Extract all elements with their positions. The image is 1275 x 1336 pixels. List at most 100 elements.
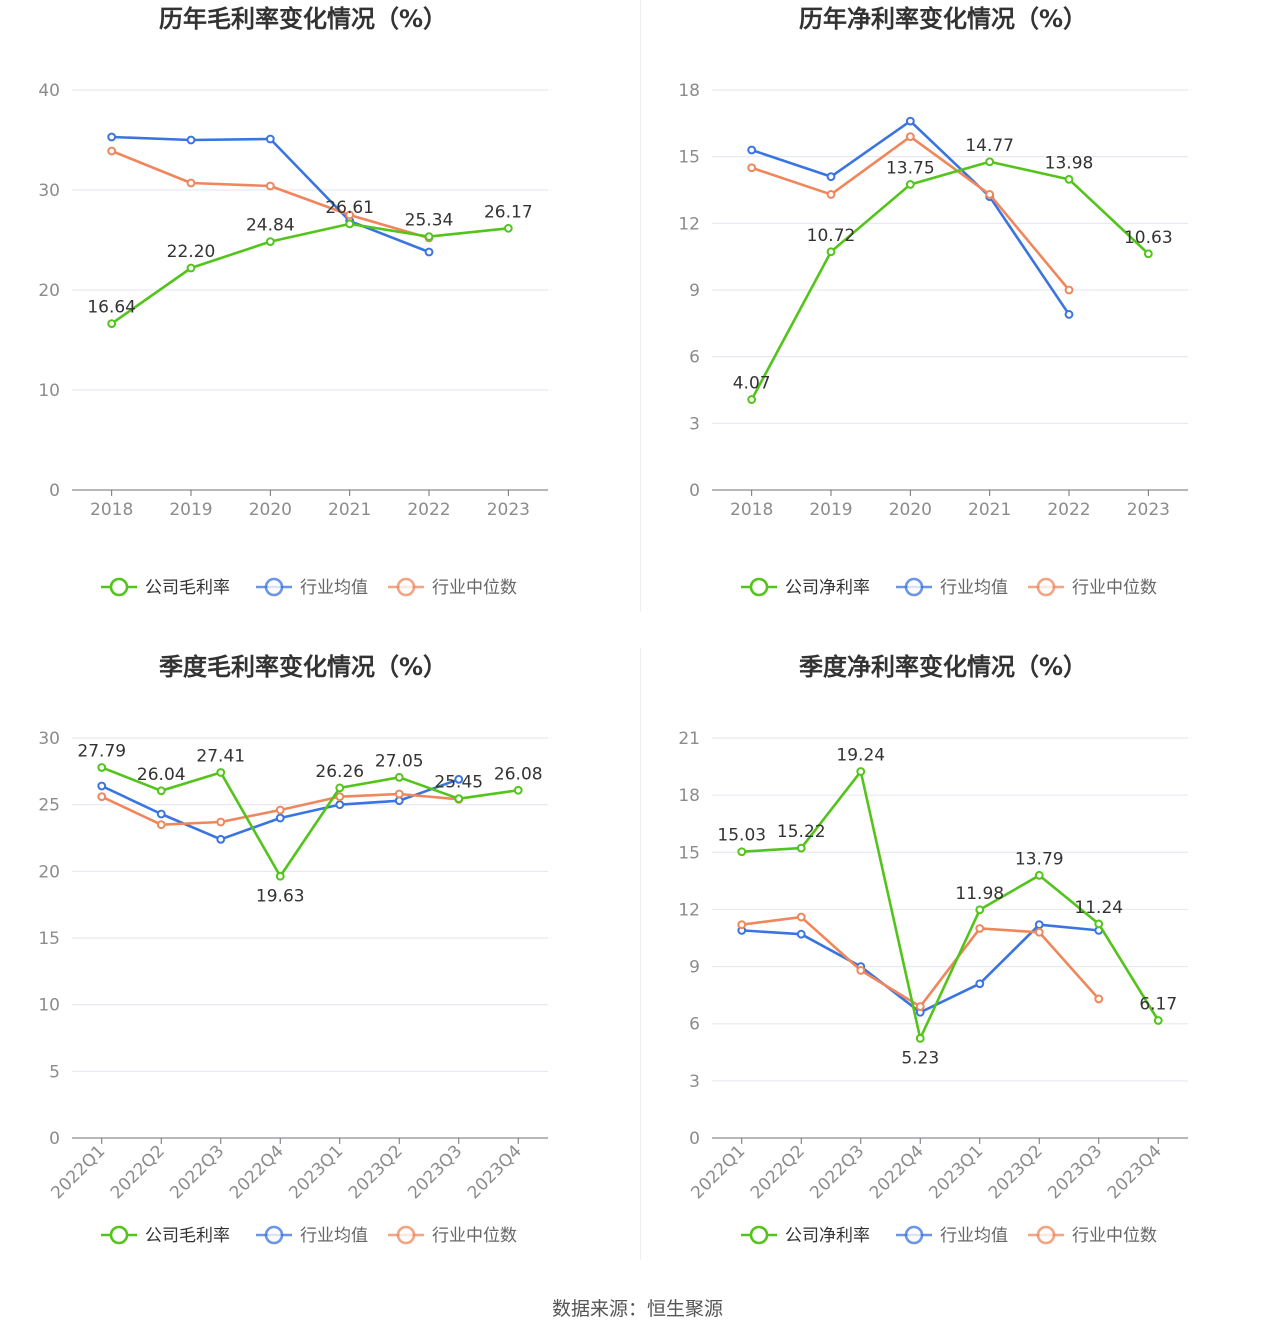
data-point-avg [216,834,226,844]
legend-label: 行业均值 [940,578,1008,598]
x-tick-label: 2022Q4 [866,1141,928,1203]
x-tick-label: 2022Q1 [687,1141,749,1203]
y-tick-label: 12 [678,900,700,920]
data-point-median [747,163,757,173]
data-label: 10.72 [807,226,856,246]
y-tick-label: 0 [49,481,60,501]
legend-swatch-marker [264,1225,284,1245]
legend-label: 行业均值 [300,1226,368,1246]
data-label: 15.22 [777,822,826,842]
legend-item-median: 行业中位数 [1028,577,1157,598]
data-point-avg [107,132,117,142]
legend-item-avg: 行业均值 [896,1225,1008,1246]
data-point-avg [335,800,345,810]
y-tick-label: 40 [38,81,60,101]
y-tick-label: 30 [38,181,60,201]
data-point-median [216,817,226,827]
data-label: 15.03 [717,826,766,846]
y-tick-label: 18 [678,786,700,806]
x-tick-label: 2023Q2 [985,1141,1047,1203]
data-point-company [503,223,513,233]
data-point-median [796,912,806,922]
data-point-company [107,319,117,329]
x-tick-label: 2018 [730,500,773,520]
y-tick-label: 9 [689,281,700,301]
data-label: 13.75 [886,158,935,178]
y-tick-label: 20 [38,281,60,301]
legend-item-company: 公司毛利率 [101,577,230,598]
data-label: 26.26 [315,762,364,782]
data-point-avg [826,172,836,182]
x-tick-label: 2022Q1 [47,1141,109,1203]
data-point-avg [905,116,915,126]
x-tick-label: 2021 [328,500,371,520]
data-point-avg [1064,310,1074,319]
x-tick-label: 2023Q4 [464,1141,526,1203]
data-point-median [1034,927,1044,937]
data-label: 19.63 [256,886,305,906]
series-line-company [750,160,1150,401]
data-label: 5.23 [901,1048,939,1068]
data-point-avg [424,247,434,257]
data-label: 6.17 [1139,994,1177,1014]
series-line-company [110,222,509,325]
data-point-company [915,1033,925,1043]
chart-svg-annual-gross-margin: 历年毛利率变化情况（%） 0 10 20 30 40 2018 2019 2020 2021 202… [38,5,548,598]
data-point-company [1143,249,1153,259]
legend-label: 行业中位数 [1072,1226,1157,1246]
y-tick-label: 15 [678,148,700,168]
data-point-company [1153,1016,1163,1025]
data-label: 25.34 [405,211,454,231]
legend-swatch-marker [904,1225,924,1245]
y-tick-label: 12 [678,214,700,234]
chart-title: 历年净利率变化情况（%） [799,5,1087,33]
data-point-avg [265,134,275,144]
chart-panel-annual-net-margin: 历年净利率变化情况（%） 0 3 6 9 12 15 18 2018 2019 2020 2021 20… [640,0,1275,648]
data-point-median [1094,994,1104,1004]
data-point-median [275,805,285,815]
chart-panel-quarterly-net-margin: 季度净利率变化情况（%） 0 3 6 9 12 15 18 21 2022Q1 2022Q2 2022… [640,648,1275,1296]
panel-divider-top [640,0,641,612]
y-tick-label: 21 [678,729,700,749]
x-tick-label: 2022 [407,500,450,520]
data-label: 27.79 [77,741,126,761]
x-tick-label: 2023 [487,500,530,520]
data-point-median [856,965,866,975]
legend-item-avg: 行业均值 [896,577,1008,598]
legend-swatch-marker [1036,1225,1056,1245]
legend-swatch-marker [749,1225,769,1245]
data-point-company [186,263,196,273]
data-point-company [905,180,915,189]
chart-title: 季度毛利率变化情况（%） [159,653,447,681]
data-label: 10.63 [1124,228,1173,248]
data-point-median [737,920,747,930]
legend-item-median: 行业中位数 [388,577,517,598]
legend-label: 行业中位数 [432,1226,517,1246]
data-label: 19.24 [836,746,885,766]
chart-svg-quarterly-net-margin: 季度净利率变化情况（%）0369121518212022Q12022Q22022… [678,653,1188,1246]
y-tick-label: 25 [38,796,60,816]
data-point-company [97,763,107,772]
y-tick-label: 9 [689,958,700,978]
data-label: 24.84 [246,216,295,236]
data-point-company [454,794,464,804]
data-point-median [97,792,107,802]
data-label: 26.08 [494,764,543,784]
data-point-median [265,181,275,191]
y-tick-label: 5 [49,1062,60,1082]
data-label: 25.45 [434,773,483,793]
data-label: 16.64 [87,298,136,318]
data-point-company [747,395,757,404]
y-tick-label: 0 [49,1129,60,1149]
legend-item-avg: 行业均值 [256,1225,368,1246]
y-tick-label: 30 [38,729,60,749]
legend-item-avg: 行业均值 [256,577,368,598]
legend-label: 行业均值 [940,1226,1008,1246]
legend-label: 行业中位数 [432,578,517,598]
x-tick-label: 2019 [809,500,852,520]
legend-item-company: 公司净利率 [741,1225,870,1246]
legend-label: 公司净利率 [785,578,870,598]
legend-swatch-marker [396,1225,416,1245]
series-line-median [741,915,1100,1008]
x-tick-label: 2019 [169,500,212,520]
